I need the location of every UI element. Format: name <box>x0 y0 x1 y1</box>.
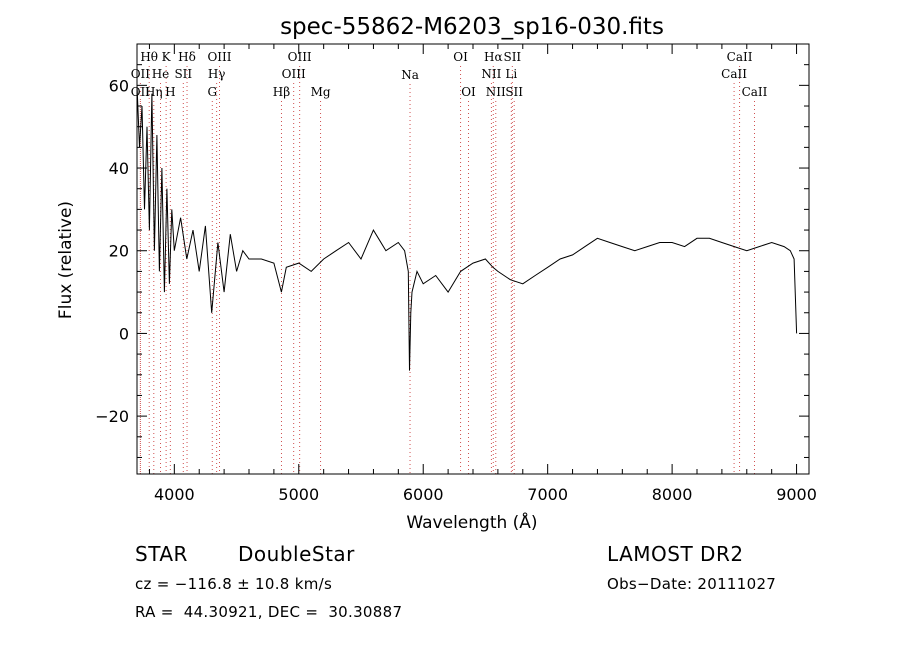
line-label-8: Hδ <box>178 50 196 64</box>
line-label-27: CaII <box>742 85 768 99</box>
line-label-14: OIII <box>288 50 312 64</box>
emission-line-labels: OII OII Hθ Hη He K H SII Hδ Hγ OIII G Hβ OIII OIII Mg Na… <box>131 50 768 99</box>
line-label-5: K <box>162 50 172 64</box>
line-label-3: Hη <box>145 85 163 99</box>
emission-line-markers <box>139 66 755 474</box>
y-tick-label-60: 60 <box>109 76 129 95</box>
sky-coordinates: RA = 44.30921, DEC = 30.30887 <box>135 603 403 621</box>
y-tick-label--20: −20 <box>95 407 129 426</box>
x-tick-label-4000: 4000 <box>154 485 195 504</box>
line-label-1: OII <box>131 85 151 99</box>
line-label-4: He <box>152 67 170 81</box>
line-label-20: Hα <box>484 50 503 64</box>
line-label-17: OI <box>453 50 468 64</box>
line-label-19: NII <box>481 67 501 81</box>
plot-frame <box>136 43 810 475</box>
line-label-25: CaII <box>721 67 747 81</box>
chart-title: spec-55862-M6203_sp16-030.fits <box>280 14 664 40</box>
line-label-16: Na <box>401 68 419 82</box>
line-label-12: Hβ <box>273 85 290 99</box>
y-axis-label: Flux (relative) <box>56 201 76 319</box>
x-tick-label-7000: 7000 <box>527 485 568 504</box>
x-tick-label-6000: 6000 <box>403 485 444 504</box>
line-label-7: SII <box>174 67 192 81</box>
y-tick-label-20: 20 <box>109 242 129 261</box>
axis-tick-labels: 4000 5000 6000 7000 8000 9000 −20 0 20 40 60 <box>95 76 817 504</box>
y-tick-label-0: 0 <box>119 324 129 343</box>
y-tick-label-40: 40 <box>109 159 129 178</box>
x-tick-label-8000: 8000 <box>652 485 693 504</box>
observation-date: Obs−Date: 20111027 <box>607 575 777 593</box>
x-axis-label: Wavelength (Å) <box>406 511 537 533</box>
object-class: STAR <box>135 542 188 566</box>
line-label-18: OI <box>461 85 476 99</box>
line-label-9: Hγ <box>208 67 226 81</box>
line-label-13: OIII <box>282 67 306 81</box>
line-label-24: SII <box>505 85 523 99</box>
line-label-6: H <box>165 85 175 99</box>
line-label-26: CaII <box>727 50 753 64</box>
line-label-15: Mg <box>311 85 331 99</box>
line-label-11: G <box>207 85 217 99</box>
line-label-0: OII <box>131 67 151 81</box>
line-label-10: OIII <box>207 50 231 64</box>
survey-label: LAMOST DR2 <box>607 542 744 566</box>
line-label-22: SII <box>503 50 521 64</box>
line-label-23: Li <box>505 67 517 81</box>
line-label-2: Hθ <box>140 50 158 64</box>
x-tick-label-5000: 5000 <box>278 485 319 504</box>
line-label-21: NII <box>486 85 506 99</box>
x-tick-label-9000: 9000 <box>776 485 817 504</box>
object-subclass: DoubleStar <box>238 542 355 566</box>
redshift-cz: cz = −116.8 ± 10.8 km/s <box>135 575 333 593</box>
spectrum-line <box>136 85 798 371</box>
axis-ticks <box>137 43 809 474</box>
